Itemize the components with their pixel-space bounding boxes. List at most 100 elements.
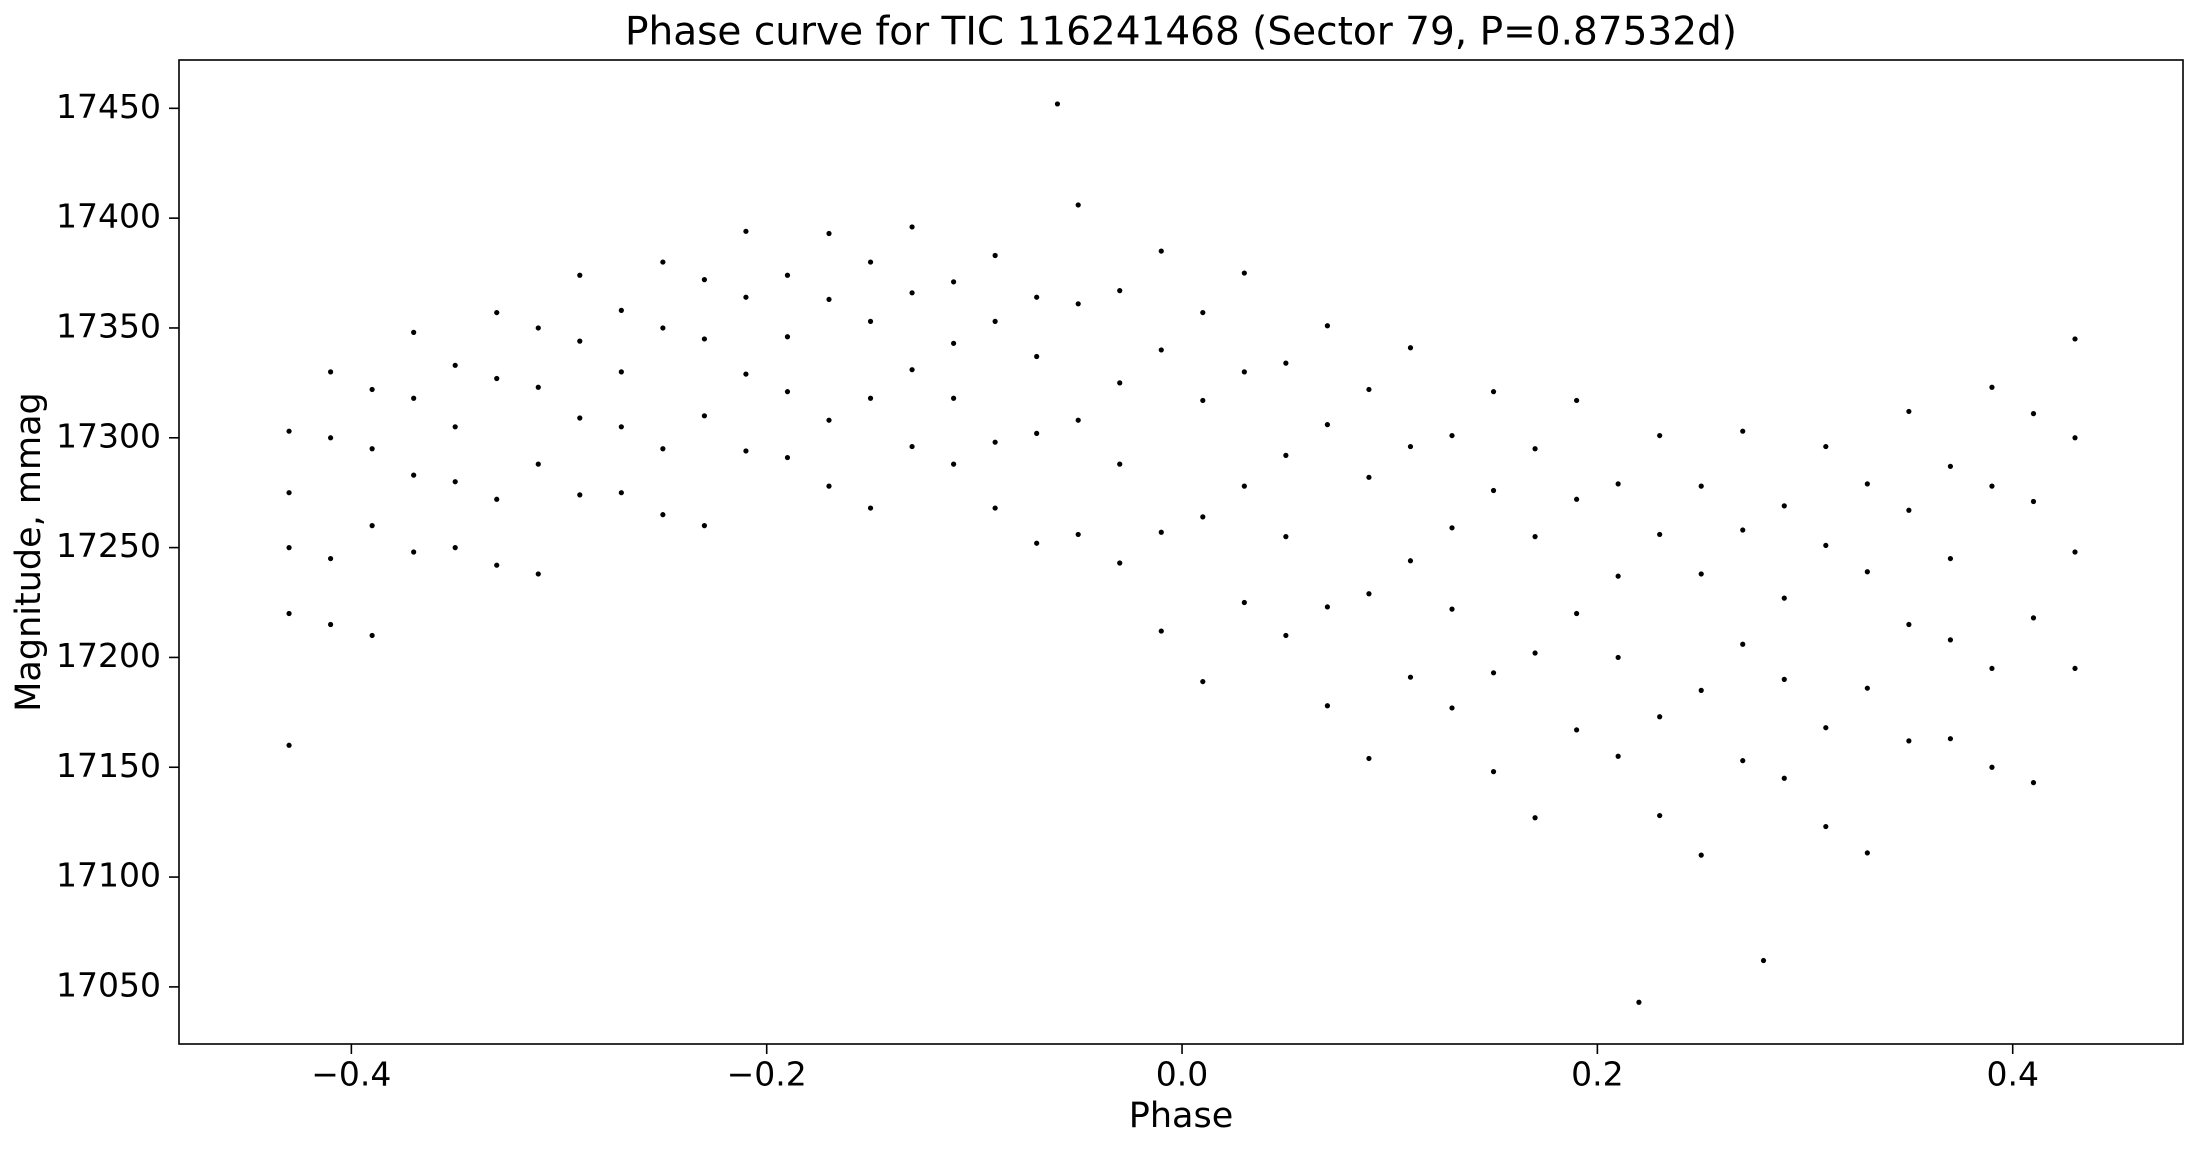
data-point <box>1490 487 1497 494</box>
data-point <box>1657 812 1663 819</box>
data-point <box>577 415 583 421</box>
data-point <box>1657 531 1663 538</box>
data-point <box>286 490 292 496</box>
data-point <box>369 446 375 452</box>
data-point <box>452 424 458 430</box>
data-point <box>1823 542 1829 549</box>
data-point <box>1241 369 1247 375</box>
data-point <box>909 224 915 230</box>
data-point <box>1574 397 1580 404</box>
data-point <box>452 362 458 368</box>
data-point <box>1075 202 1081 208</box>
data-point <box>1324 604 1331 610</box>
data-point <box>1532 534 1538 540</box>
data-point <box>618 307 624 313</box>
data-point <box>1947 463 1954 469</box>
data-point <box>1200 309 1206 316</box>
data-point <box>1532 650 1538 656</box>
data-point <box>992 439 998 445</box>
data-point <box>411 395 417 401</box>
data-point <box>1200 514 1206 520</box>
data-point <box>1740 527 1746 533</box>
data-point <box>1075 417 1081 423</box>
data-point <box>826 230 832 237</box>
data-point <box>2072 435 2078 441</box>
data-point <box>535 571 541 577</box>
data-point <box>1241 483 1247 489</box>
data-point <box>369 632 375 639</box>
data-point <box>1241 270 1247 276</box>
data-point <box>1034 353 1040 360</box>
data-point <box>286 742 292 748</box>
data-point <box>1366 474 1372 480</box>
data-point <box>2030 411 2037 417</box>
data-point <box>286 610 292 617</box>
data-point <box>992 505 998 511</box>
data-point <box>1407 674 1414 680</box>
x-tick-label: 0.4 <box>1986 1055 2038 1094</box>
data-point <box>1490 670 1497 676</box>
data-point <box>743 448 749 454</box>
data-point <box>1407 345 1414 351</box>
data-point <box>1283 632 1289 639</box>
data-point <box>369 386 375 393</box>
data-point <box>1698 687 1704 693</box>
data-point <box>411 549 417 555</box>
data-point <box>867 395 874 401</box>
data-point <box>2072 336 2078 342</box>
data-point <box>1657 714 1663 720</box>
data-point <box>1532 815 1538 821</box>
data-point <box>1158 529 1164 535</box>
data-point <box>327 435 334 441</box>
x-tick-label: 0.0 <box>1156 1055 1208 1094</box>
data-point <box>867 259 874 265</box>
data-point <box>2030 615 2037 621</box>
data-point <box>1864 569 1870 575</box>
data-point <box>1366 386 1372 393</box>
data-point <box>784 389 791 395</box>
data-point <box>1449 606 1455 612</box>
data-point <box>494 562 500 568</box>
data-point <box>1574 496 1580 502</box>
data-point <box>2072 665 2078 672</box>
data-point <box>452 545 458 551</box>
data-point <box>1324 422 1331 428</box>
data-point <box>951 279 957 285</box>
data-point <box>494 496 500 502</box>
data-point <box>1906 507 1912 513</box>
data-point <box>784 454 791 461</box>
data-point <box>1407 558 1414 564</box>
data-point <box>1989 665 1995 672</box>
x-axis-label: Phase <box>1129 1096 1234 1136</box>
data-point <box>1158 628 1164 634</box>
data-point <box>951 395 957 401</box>
x-tick-label: −0.2 <box>727 1055 807 1094</box>
data-point <box>909 443 915 450</box>
y-tick-label: 17350 <box>56 306 161 345</box>
y-tick-label: 17300 <box>56 416 161 455</box>
data-point <box>535 461 541 467</box>
data-point <box>1034 294 1040 300</box>
data-point <box>1200 678 1206 685</box>
data-point <box>411 472 417 478</box>
data-point <box>618 424 624 430</box>
data-point <box>992 252 998 259</box>
data-point <box>1158 248 1164 254</box>
data-point <box>618 369 624 375</box>
y-tick-label: 17450 <box>56 87 161 126</box>
data-point <box>1449 432 1455 439</box>
y-axis-label: Magnitude, mmag <box>9 392 49 712</box>
x-tick-label: 0.2 <box>1571 1055 1623 1094</box>
data-point <box>1698 483 1704 489</box>
data-point <box>2072 549 2078 555</box>
data-point <box>1947 637 1954 643</box>
y-tick-label: 17250 <box>56 526 161 565</box>
data-point <box>286 428 292 434</box>
data-point <box>701 413 708 419</box>
data-point <box>1781 595 1787 601</box>
data-point <box>1117 380 1123 386</box>
data-point <box>1989 384 1995 390</box>
data-point <box>951 340 957 346</box>
data-point <box>1823 443 1829 450</box>
